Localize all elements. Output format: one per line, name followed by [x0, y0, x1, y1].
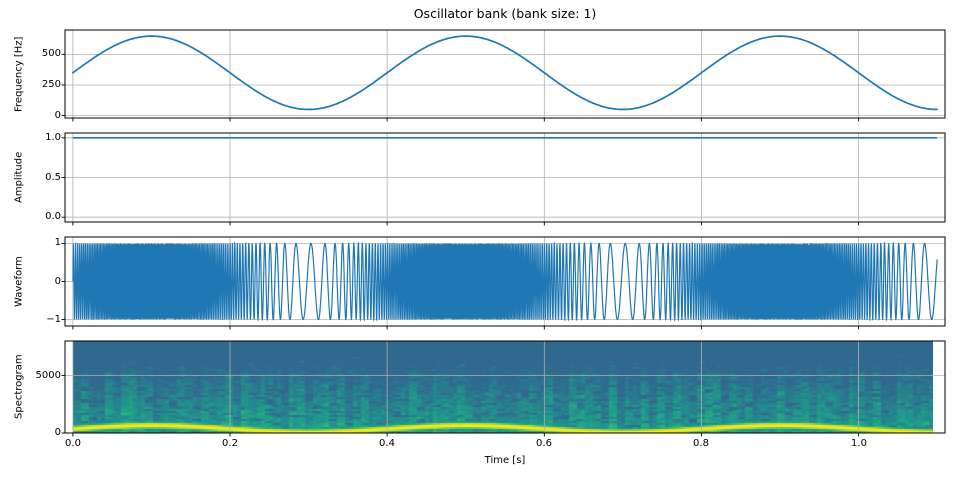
spectrogram-image — [73, 341, 933, 433]
x-axis-label: Time [s] — [484, 455, 526, 466]
figure-title: Oscillator bank (bank size: 1) — [413, 6, 597, 21]
